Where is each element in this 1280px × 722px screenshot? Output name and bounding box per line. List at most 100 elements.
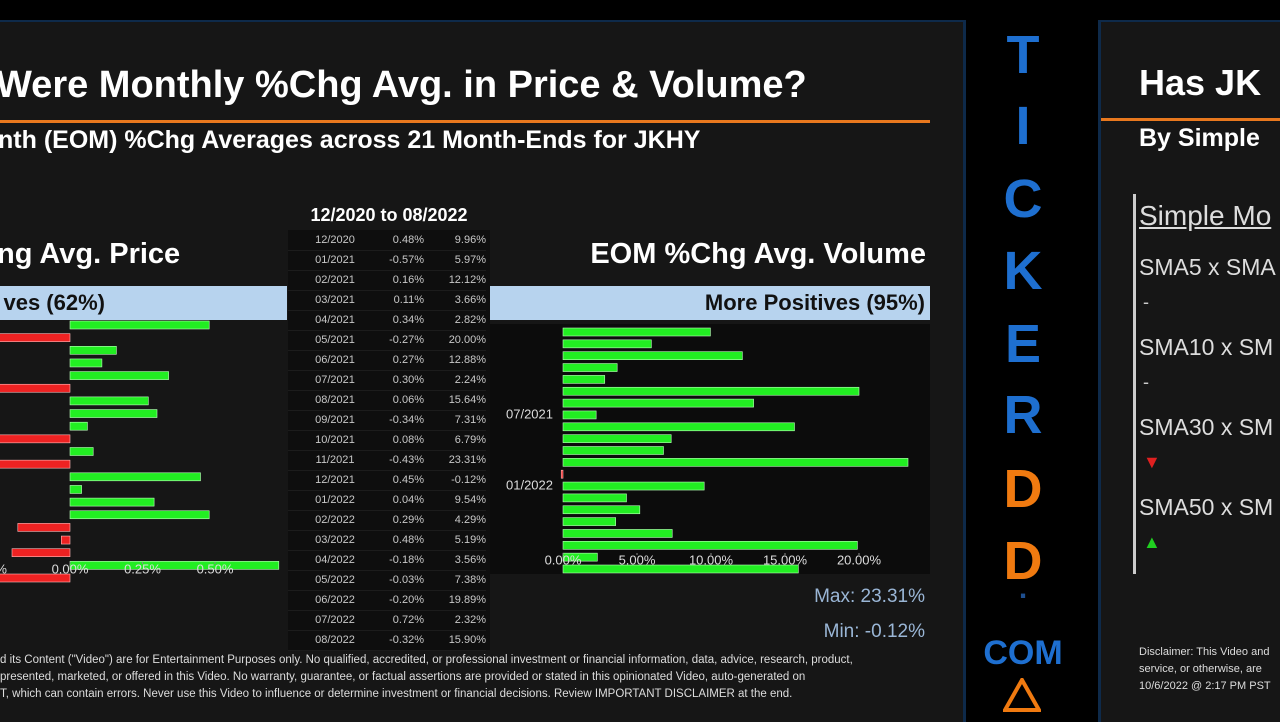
disclaimer-line: 10/6/2022 @ 2:17 PM PST (1139, 680, 1271, 692)
bar (69, 345, 117, 355)
x-tick-label: 20.00% (837, 552, 882, 567)
bar (562, 564, 799, 574)
table-cell: -0.03% (382, 570, 424, 591)
slide-subtitle: nth (EOM) %Chg Averages across 21 Month-… (0, 126, 701, 154)
table-cell: 07/2021 (288, 370, 382, 391)
table-cell: 23.31% (424, 450, 486, 471)
disclaimer-line: Disclaimer: This Video and (1139, 646, 1270, 658)
y-tick-label: 07/2021 (506, 406, 553, 421)
table-cell: 0.27% (382, 350, 424, 371)
disclaimer-line: service, or otherwise, are (1139, 663, 1262, 675)
slide-title: Were Monthly %Chg Avg. in Price & Volume… (0, 64, 807, 106)
bar (0, 383, 71, 393)
table-cell: 15.90% (424, 630, 486, 651)
bar (69, 371, 169, 380)
table-cell: 12.12% (424, 270, 486, 291)
x-tick-label: 0.00% (52, 561, 89, 576)
table-cell: 3.56% (424, 550, 486, 571)
table-cell: 12.88% (424, 350, 486, 371)
table-title: 12/2020 to 08/2022 (310, 205, 468, 225)
table-cell: -0.27% (382, 330, 424, 351)
x-tick-label: 0.50% (197, 561, 234, 576)
slide: Were Monthly %Chg Avg. in Price & Volume… (0, 20, 966, 722)
bar (562, 541, 858, 550)
bar (562, 505, 641, 515)
bar (562, 529, 673, 538)
table-cell: 0.04% (382, 490, 424, 511)
table-cell: 3.66% (424, 290, 486, 311)
brand-letter: T (1006, 25, 1040, 85)
table-cell: 0.48% (382, 230, 424, 251)
bar (562, 493, 627, 503)
bar (560, 469, 564, 479)
table-cell: 04/2022 (288, 550, 382, 571)
brand-letter: . (1018, 572, 1028, 605)
signal-label: SMA50 x SM (1139, 494, 1274, 520)
disclaimer-line: T, which can contain errors. Never use t… (0, 688, 793, 700)
bar (69, 485, 82, 494)
signal-icon: ▲ (1143, 532, 1161, 552)
bar (562, 458, 909, 467)
bar (69, 472, 201, 482)
table-cell: -0.43% (382, 450, 424, 471)
signal-icon: - (1143, 372, 1149, 392)
table-cell: 0.06% (382, 390, 424, 411)
bar (562, 481, 705, 491)
banner: ves (62%) (0, 286, 287, 320)
chart-title: ng Avg. Price (0, 238, 181, 270)
table-cell: 10/2021 (288, 430, 382, 451)
bar (562, 386, 860, 396)
x-tick-label: 5.00% (619, 552, 656, 567)
x-tick-label: 0.00% (545, 552, 582, 567)
table-cell: -0.20% (382, 590, 424, 611)
bar (562, 434, 672, 443)
table-cell: 0.29% (382, 510, 424, 531)
bar (69, 447, 94, 456)
table-cell: 9.54% (424, 490, 486, 511)
table-cell: 0.34% (382, 310, 424, 331)
bar (562, 327, 711, 337)
table-cell: -0.34% (382, 410, 424, 431)
banner: More Positives (95%) (490, 286, 930, 320)
table-cell: 20.00% (424, 330, 486, 351)
table-cell: 7.31% (424, 410, 486, 431)
bar (562, 446, 664, 455)
panel-subtitle: By Simple (1139, 124, 1260, 152)
signal-label: SMA30 x SM (1139, 414, 1274, 440)
table-cell: 15.64% (424, 390, 486, 411)
table-cell: -0.18% (382, 550, 424, 571)
logo-triangle (1003, 678, 1041, 712)
y-tick-label: 01/2022 (506, 477, 553, 492)
table-cell: 02/2021 (288, 270, 382, 291)
chart-title: EOM %Chg Avg. Volume (590, 238, 926, 270)
brand-logo (1003, 678, 1041, 712)
table-cell: -0.57% (382, 250, 424, 271)
table-cell: 05/2022 (288, 570, 382, 591)
table-cell: 5.19% (424, 530, 486, 551)
bar (69, 320, 210, 330)
bar (562, 375, 606, 384)
table-cell: 7.38% (424, 570, 486, 591)
table-cell: 9.96% (424, 230, 486, 251)
disclaimer-line: d its Content ("Video") are for Entertai… (0, 654, 853, 666)
disclaimer-line: presented, marketed, or offered in this … (0, 671, 806, 683)
table-cell: 2.32% (424, 610, 486, 631)
table-cell: 0.16% (382, 270, 424, 291)
table-cell: 09/2021 (288, 410, 382, 431)
table-cell: -0.32% (382, 630, 424, 651)
table-cell: 06/2022 (288, 590, 382, 611)
table-cell: 0.72% (382, 610, 424, 631)
table-cell: 08/2022 (288, 630, 382, 651)
table-cell: 06/2021 (288, 350, 382, 371)
brand-letter: R (1003, 385, 1043, 445)
brand-letter: D (1003, 531, 1043, 591)
signal-icon: ▼ (1143, 452, 1161, 472)
bar (69, 358, 103, 368)
bar (11, 548, 71, 557)
bar (0, 459, 71, 469)
brand-letter: I (1015, 96, 1031, 156)
table-cell: 19.89% (424, 590, 486, 611)
table-cell: 02/2022 (288, 510, 382, 531)
x-tick-label: 10.00% (689, 552, 734, 567)
